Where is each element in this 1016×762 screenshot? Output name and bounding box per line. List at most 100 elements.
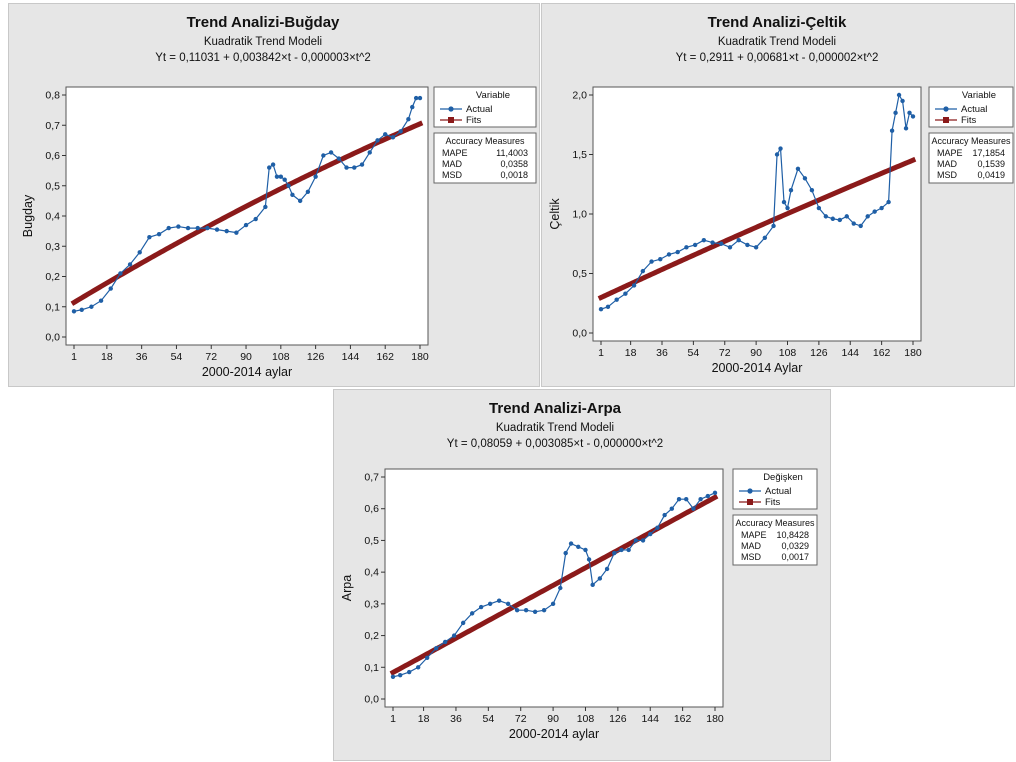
accuracy-label: MAD [741,541,762,551]
actual-point [558,585,563,591]
actual-point [816,205,822,211]
accuracy-value: 10,8428 [776,530,809,540]
y-tick-label: 0,5 [572,268,587,280]
actual-point [631,283,637,288]
actual-point [383,132,388,137]
actual-point [781,199,787,205]
actual-point [900,98,905,104]
actual-point [675,249,680,255]
actual-point [778,146,783,151]
actual-point [505,601,511,607]
chart-subtitle: Kuadratik Trend Modeli [204,36,322,48]
actual-point [267,165,272,170]
actual-point [802,176,808,181]
actual-point [712,490,718,496]
accuracy-title: Accuracy Measures [445,136,525,146]
actual-point [598,307,604,312]
y-tick-label: 0,5 [45,180,60,192]
actual-point [89,304,94,309]
actual-point [785,205,790,211]
accuracy-value: 0,0358 [500,159,528,169]
actual-point [243,222,249,228]
actual-point [658,257,663,262]
actual-point [640,538,646,543]
model-equation: Yt = 0,11031 + 0,003842×t - 0,000003×t^2 [155,52,371,64]
actual-point [290,192,295,198]
x-tick-label: 72 [719,347,731,359]
actual-point [590,582,595,588]
actual-point [415,665,421,670]
actual-point [830,216,836,221]
actual-point [478,604,484,610]
actual-point [684,497,689,502]
x-tick-label: 108 [577,713,595,725]
x-tick-label: 90 [240,351,252,363]
legend-title: Variable [962,90,996,101]
x-tick-label: 54 [688,347,700,359]
accuracy-value: 0,0018 [500,170,528,180]
accuracy-value: 0,0017 [781,552,809,562]
actual-point [669,506,675,511]
x-axis-label: 2000-2014 aylar [202,365,292,379]
accuracy-label: MAPE [741,530,767,540]
actual-point [442,639,448,645]
accuracy-box [433,132,537,184]
actual-point [576,544,581,549]
actual-point [851,221,856,226]
accuracy-value: 17,1854 [972,148,1005,158]
chart-subtitle: Kuadratik Trend Modeli [718,36,836,48]
x-tick-label: 162 [376,351,394,363]
y-tick-label: 0,6 [364,503,379,515]
actual-point [692,242,698,248]
legend-fits-marker [448,117,454,123]
y-tick-label: 1,0 [572,209,587,221]
y-tick-label: 0,4 [45,211,60,223]
x-tick-label: 54 [171,351,183,363]
actual-point [844,214,849,219]
actual-point [185,225,191,231]
chart-bugday: Trend Analizi-Buğday Kuadratik Trend Mode… [8,3,540,387]
actual-point [910,114,916,119]
accuracy-value: 0,0419 [977,170,1005,180]
actual-point [514,608,520,613]
chart-title: Trend Analizi-Çeltik [708,14,847,31]
x-axis-label: 2000-2014 Aylar [712,361,803,375]
actual-point [823,214,829,219]
plot-area [65,86,429,346]
actual-point [586,557,592,562]
legend-title: Değişken [763,472,803,483]
actual-point [270,162,276,167]
y-tick-label: 0,0 [364,694,379,706]
actual-point [359,162,365,167]
y-tick-label: 0,1 [364,662,379,674]
x-tick-label: 162 [674,713,692,725]
x-tick-label: 36 [136,351,148,363]
actual-point [328,150,334,155]
plot-area [592,86,922,342]
legend-actual-label: Actual [765,486,791,497]
actual-point [889,128,895,133]
actual-point [413,95,419,101]
actual-point [640,268,646,274]
actual-point [771,223,776,229]
actual-point [118,271,123,276]
x-tick-label: 144 [342,351,360,363]
actual-point [550,601,556,607]
actual-point [496,598,502,603]
y-tick-label: 0,8 [45,90,60,102]
actual-point [809,188,815,193]
actual-point [795,166,801,171]
y-tick-label: 0,1 [45,301,60,313]
actual-point [626,547,631,553]
actual-point [156,231,162,237]
x-tick-label: 90 [547,713,559,725]
x-tick-label: 18 [101,351,113,363]
actual-point [321,153,326,158]
actual-point [451,633,457,638]
actual-point [762,235,768,240]
x-tick-label: 180 [706,713,724,725]
actual-point [903,126,909,131]
y-tick-label: 0,7 [364,472,379,484]
x-tick-label: 18 [418,713,430,725]
x-tick-label: 126 [609,713,627,725]
